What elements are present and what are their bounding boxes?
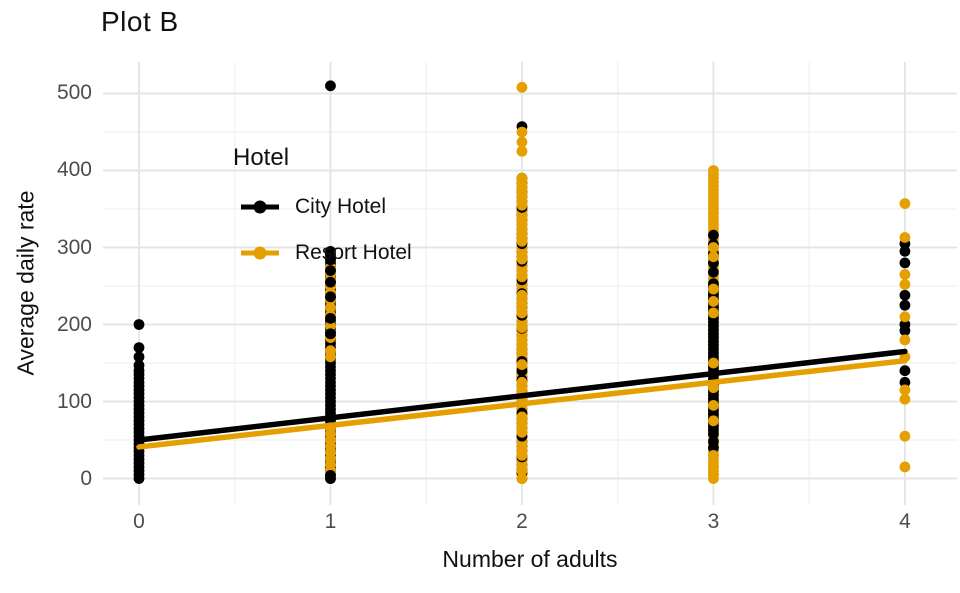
data-point-city-hotel <box>325 312 336 324</box>
data-point-resort-hotel <box>516 359 528 370</box>
data-point-resort-hotel <box>899 269 911 280</box>
x-tick-label: 1 <box>324 510 337 533</box>
data-point-city-hotel <box>899 376 911 388</box>
data-point-resort-hotel <box>899 232 911 243</box>
data-point-resort-hotel <box>708 242 719 253</box>
legend-item-resort-hotel: Resort Hotel <box>233 236 412 270</box>
legend-label-city-hotel: City Hotel <box>295 195 387 218</box>
data-point-resort-hotel <box>708 357 719 369</box>
data-point-resort-hotel <box>516 340 528 352</box>
data-point-city-hotel <box>899 245 911 257</box>
legend: Hotel City Hotel Resort Hotel <box>233 144 412 270</box>
data-point-resort-hotel <box>516 145 528 157</box>
data-point-city-hotel <box>899 325 911 337</box>
plot-panel: Hotel City Hotel Resort Hotel <box>103 62 957 505</box>
data-point-resort-hotel <box>325 302 336 313</box>
data-point-resort-hotel <box>516 473 528 484</box>
data-point-resort-hotel <box>899 384 911 396</box>
data-point-resort-hotel <box>516 322 528 333</box>
data-point-resort-hotel <box>516 450 528 461</box>
data-point-city-hotel <box>899 299 911 311</box>
data-point-resort-hotel <box>899 393 911 405</box>
data-point-resort-hotel <box>708 399 719 411</box>
data-point-resort-hotel <box>516 289 528 301</box>
data-point-resort-hotel <box>516 235 528 247</box>
data-point-resort-hotel <box>516 81 528 93</box>
data-point-resort-hotel <box>325 320 336 332</box>
data-point-resort-hotel <box>516 411 528 423</box>
plot-title: Plot B <box>101 6 179 37</box>
data-point-city-hotel <box>133 351 145 363</box>
data-point-city-hotel <box>899 257 911 269</box>
x-tick-label: 2 <box>516 510 528 533</box>
y-tick-label: 0 <box>80 466 92 490</box>
y-axis-title: Average daily rate <box>12 190 39 376</box>
data-point-resort-hotel <box>708 307 719 319</box>
y-tick-label: 500 <box>56 81 92 105</box>
data-point-resort-hotel <box>516 271 528 283</box>
legend-item-city-hotel: City Hotel <box>233 190 412 224</box>
data-point-resort-hotel <box>516 465 528 477</box>
plot-area <box>103 62 957 505</box>
data-point-resort-hotel <box>708 296 719 307</box>
data-point-city-hotel <box>325 470 336 481</box>
y-tick-label: 200 <box>56 312 92 336</box>
data-point-resort-hotel <box>516 253 528 265</box>
data-point-resort-hotel <box>899 279 911 290</box>
data-point-city-hotel <box>325 276 336 288</box>
data-point-resort-hotel <box>899 461 911 473</box>
data-point-city-hotel <box>325 80 336 92</box>
legend-title: Hotel <box>233 144 290 171</box>
y-tick-label: 400 <box>56 158 92 182</box>
data-point-city-hotel <box>708 229 719 241</box>
data-point-resort-hotel <box>708 251 719 263</box>
data-point-resort-hotel <box>516 426 528 438</box>
data-point-city-hotel <box>708 436 719 447</box>
data-point-city-hotel <box>133 319 145 330</box>
data-point-city-hotel <box>325 265 336 277</box>
data-point-resort-hotel <box>325 345 336 357</box>
data-point-resort-hotel <box>516 126 528 138</box>
data-point-city-hotel <box>899 289 911 301</box>
data-point-resort-hotel <box>899 198 911 210</box>
data-point-resort-hotel <box>899 311 911 323</box>
y-tick-label: 300 <box>56 235 92 259</box>
data-point-city-hotel <box>325 291 336 303</box>
data-point-resort-hotel <box>516 136 528 148</box>
data-point-city-hotel <box>708 266 719 278</box>
data-point-resort-hotel <box>516 376 528 388</box>
regression-line-resort-hotel <box>136 357 908 450</box>
data-point-resort-hotel <box>708 415 719 427</box>
x-axis-title: Number of adults <box>442 546 618 572</box>
data-point-city-hotel <box>325 328 336 340</box>
data-point-resort-hotel <box>516 182 528 193</box>
data-point-resort-hotel <box>708 461 719 473</box>
x-tick-label: 3 <box>707 510 720 533</box>
data-point-resort-hotel <box>899 334 911 346</box>
regression-line-city-hotel <box>136 348 908 443</box>
city-hotel-legend-key-icon <box>241 200 279 214</box>
data-point-city-hotel <box>133 359 145 371</box>
y-tick-label: 100 <box>56 389 92 413</box>
data-point-resort-hotel <box>516 307 528 319</box>
data-point-resort-hotel <box>516 172 528 184</box>
data-point-city-hotel <box>133 342 145 354</box>
data-point-city-hotel <box>325 248 336 260</box>
x-tick-label: 4 <box>899 510 911 533</box>
data-point-resort-hotel <box>516 199 528 211</box>
data-point-resort-hotel <box>708 165 719 176</box>
data-point-resort-hotel <box>708 450 719 461</box>
data-point-resort-hotel <box>899 430 911 442</box>
data-point-resort-hotel <box>708 283 719 295</box>
data-point-resort-hotel <box>516 217 528 229</box>
x-tick-label: 0 <box>133 510 145 533</box>
resort-hotel-legend-key-icon <box>241 246 279 260</box>
data-point-resort-hotel <box>708 469 719 481</box>
data-point-city-hotel <box>899 365 911 377</box>
legend-label-resort-hotel: Resort Hotel <box>295 241 412 264</box>
